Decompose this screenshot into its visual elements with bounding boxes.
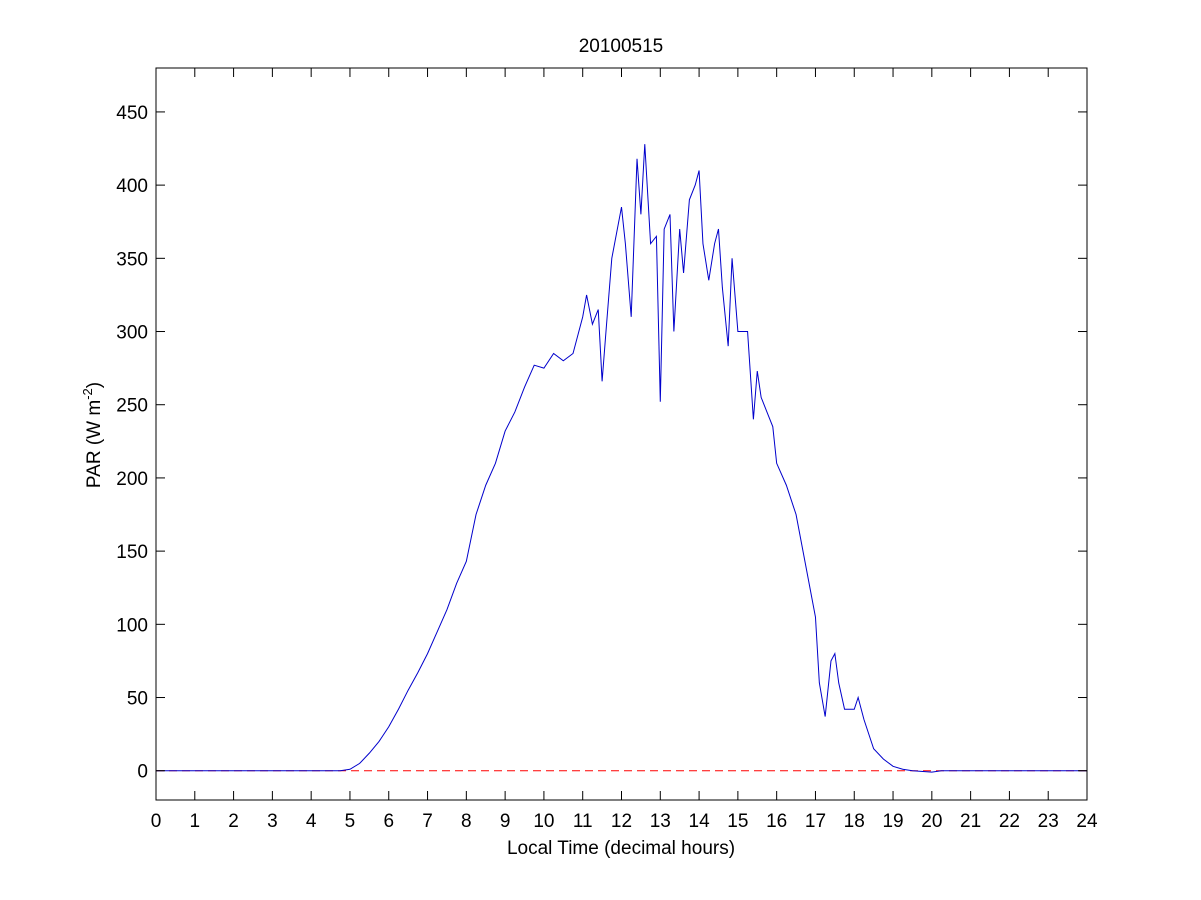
x-tick-label: 11 — [573, 811, 593, 832]
x-axis-label: Local Time (decimal hours) — [507, 838, 735, 859]
x-tick-label: 6 — [383, 811, 394, 832]
x-tick-label: 7 — [422, 811, 433, 832]
y-tick-label: 200 — [116, 469, 148, 490]
x-tick-label: 18 — [844, 811, 865, 832]
x-tick-label: 9 — [500, 811, 511, 832]
x-tick-label: 22 — [999, 811, 1020, 832]
y-tick-label: 450 — [116, 103, 148, 124]
data-line — [156, 144, 1087, 773]
x-tick-label: 2 — [228, 811, 239, 832]
y-label-sup: -2 — [80, 388, 95, 400]
x-tick-label: 21 — [960, 811, 981, 832]
x-tick-label: 17 — [805, 811, 826, 832]
y-tick-label: 350 — [116, 249, 148, 270]
x-tick-label: 20 — [921, 811, 942, 832]
y-tick-label: 250 — [116, 396, 148, 417]
x-tick-label: 4 — [306, 811, 317, 832]
x-tick-label: 16 — [766, 811, 787, 832]
x-tick-label: 8 — [461, 811, 472, 832]
x-tick-label: 12 — [611, 811, 632, 832]
y-label-end: ) — [84, 382, 105, 388]
x-tick-label: 23 — [1038, 811, 1059, 832]
x-tick-label: 10 — [533, 811, 554, 832]
x-tick-label: 5 — [345, 811, 356, 832]
y-tick-label: 50 — [127, 689, 148, 710]
y-tick-label: 150 — [116, 542, 148, 563]
chart-title: 20100515 — [579, 36, 664, 57]
x-tick-label: 3 — [267, 811, 278, 832]
x-tick-label: 14 — [689, 811, 711, 832]
y-tick-label: 400 — [116, 176, 148, 197]
x-tick-label: 1 — [190, 811, 201, 832]
y-tick-label: 0 — [137, 762, 148, 783]
y-label-text: PAR (W m — [84, 400, 105, 488]
x-tick-label: 15 — [727, 811, 748, 832]
y-tick-label: 300 — [116, 323, 148, 344]
y-axis-label: PAR (W m-2) — [80, 382, 105, 488]
x-tick-label: 13 — [650, 811, 671, 832]
x-tick-label: 0 — [151, 811, 162, 832]
x-tick-label: 24 — [1076, 811, 1098, 832]
x-tick-label: 19 — [882, 811, 903, 832]
y-tick-label: 100 — [116, 615, 148, 636]
